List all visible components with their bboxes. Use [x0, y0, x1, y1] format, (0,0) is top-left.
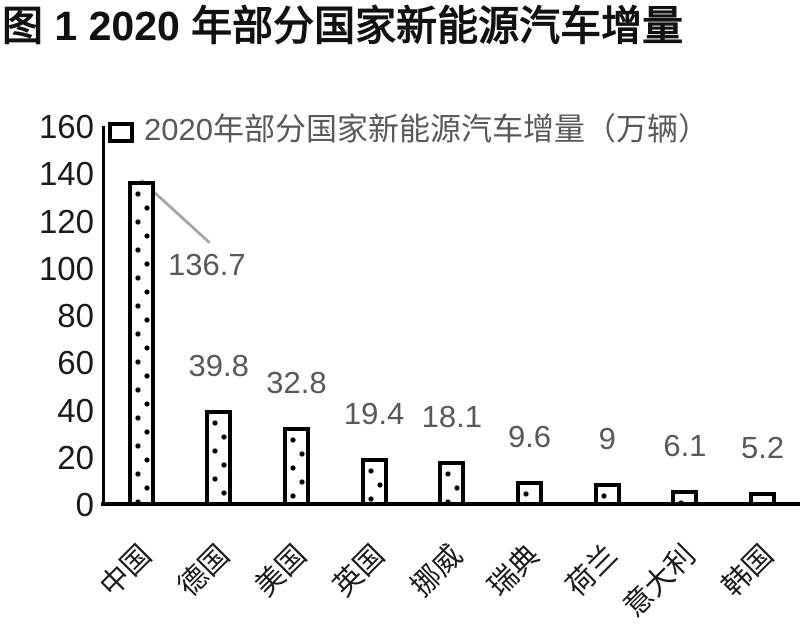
- x-axis-category-label: 意大利: [617, 539, 702, 624]
- y-axis-tick-label: 20: [57, 438, 94, 476]
- bar-英国: [360, 458, 388, 506]
- bar-意大利: [671, 490, 699, 506]
- x-axis-category-label: 荷兰: [560, 539, 625, 603]
- bar-美国: [282, 427, 310, 506]
- bar-value-label: 19.4: [343, 396, 405, 431]
- y-axis-tick-label: 120: [38, 202, 94, 240]
- x-axis-category-label: 美国: [249, 539, 314, 603]
- bar-value-label: 32.8: [266, 365, 327, 400]
- bar-value-label: 9.6: [507, 419, 552, 454]
- bar-德国: [205, 410, 233, 506]
- x-axis-category-label: 挪威: [405, 539, 469, 603]
- y-axis-tick-label: 160: [38, 108, 94, 145]
- y-axis-tick-label: 140: [38, 155, 94, 193]
- bar-value-label: 18.1: [421, 399, 482, 434]
- figure-title: 图 1 2020 年部分国家新能源汽车增量: [2, 3, 684, 49]
- bar-韩国: [749, 492, 777, 506]
- x-axis-category-label: 韩国: [715, 539, 780, 603]
- x-axis-category-label: 中国: [94, 539, 158, 603]
- y-axis-tick-label: 80: [57, 297, 94, 334]
- y-axis-tick-label: 100: [38, 249, 94, 287]
- legend-label: 2020年部分国家新能源汽车增量（万辆）: [144, 112, 709, 147]
- bar-中国: [127, 181, 155, 506]
- bar-瑞典: [516, 481, 543, 506]
- y-axis-tick-label: 0: [75, 486, 94, 523]
- y-axis-tick-label: 40: [57, 391, 94, 429]
- bar-value-label: 5.2: [741, 430, 785, 465]
- x-axis-category-label: 德国: [171, 539, 236, 603]
- bar-value-label: 136.7: [168, 247, 246, 282]
- x-axis-category-label: 瑞典: [482, 539, 547, 603]
- bar-value-label: 6.1: [663, 428, 707, 463]
- bar-挪威: [438, 461, 466, 506]
- legend-marker-icon: [108, 122, 134, 143]
- y-axis-tick-label: 60: [57, 344, 94, 382]
- bar-value-label: 39.8: [188, 348, 249, 383]
- bar-荷兰: [593, 483, 621, 506]
- bar-value-label: 9: [598, 421, 616, 456]
- y-axis-line: [102, 126, 105, 506]
- x-axis-category-label: 英国: [327, 539, 392, 603]
